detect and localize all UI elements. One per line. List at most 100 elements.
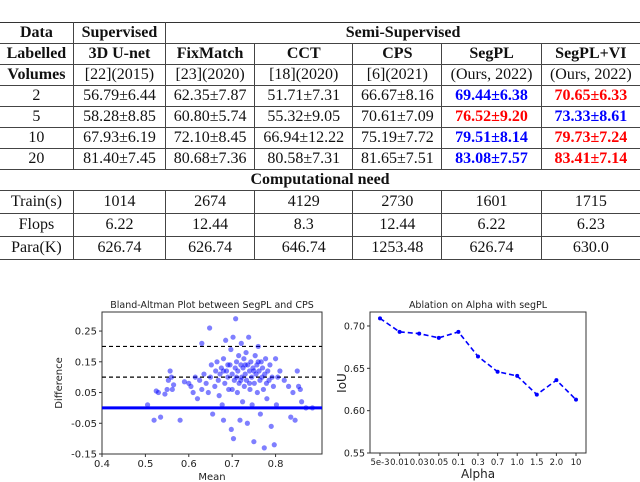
table-cell: 6.22 (72, 213, 167, 237)
data-point (281, 377, 287, 383)
data-point (271, 442, 277, 448)
series-line (379, 317, 577, 401)
x-tick-label: 1.0 (510, 458, 524, 468)
data-point (243, 349, 249, 356)
data-marker (378, 316, 382, 321)
x-tick-label: 5e-3 (370, 458, 389, 468)
table-cell: 75.19±7.72 (352, 127, 443, 149)
data-point (208, 362, 214, 368)
data-point (235, 368, 241, 374)
y-tick-label: -0.05 (71, 419, 97, 430)
data-point (256, 368, 262, 374)
x-tick-label: 0.7 (491, 458, 505, 468)
y-tick-label: 0.55 (344, 449, 365, 460)
table-cell: 62.35±7.87 (165, 85, 256, 107)
data-point (216, 393, 222, 399)
data-point (169, 386, 175, 393)
table-cell: 83.08±7.57 (441, 148, 542, 170)
data-point (164, 386, 170, 393)
x-tick-label: 10 (571, 458, 582, 468)
data-point (144, 402, 151, 408)
data-point (168, 374, 175, 380)
data-point (251, 439, 257, 445)
data-point (241, 356, 247, 362)
data-point (255, 343, 261, 350)
chart-title: Ablation on Alpha with segPL (409, 300, 548, 311)
table-cell: 80.58±7.31 (254, 148, 354, 170)
header-reference: Volumes (0, 64, 74, 86)
x-tick-label: 0.03 (410, 458, 429, 468)
data-point (220, 368, 227, 374)
x-tick-label: 0.6 (181, 459, 197, 470)
data-point (201, 371, 207, 377)
x-axis-label: Mean (198, 472, 225, 482)
x-tick-label: 2.0 (550, 458, 564, 468)
header-method: SegPL (441, 43, 542, 65)
table-row: 5 58.28±8.85 60.80±5.74 55.32±9.05 70.61±7.0… (0, 106, 640, 128)
y-tick-label: 0.60 (344, 406, 365, 417)
data-point (215, 377, 221, 383)
header-row-method: Labelled 3D U-net FixMatch CCT CPS SegPL SegPL… (0, 43, 640, 65)
y-axis-label: IoU (335, 373, 349, 393)
data-point (229, 371, 235, 377)
data-point (273, 402, 280, 408)
table-cell: 69.44±6.38 (441, 85, 542, 107)
data-point (242, 371, 248, 377)
data-point (247, 386, 253, 393)
x-tick-label: 0.05 (429, 458, 448, 468)
data-point (257, 411, 263, 417)
table-cell: 60.80±5.74 (165, 106, 256, 128)
table-cell: 1601 (441, 190, 542, 214)
data-point (260, 386, 267, 393)
data-point (233, 374, 240, 380)
data-point (238, 377, 244, 383)
header-method: 3D U-net (72, 43, 167, 65)
data-point (236, 353, 242, 359)
data-marker (397, 329, 402, 334)
header-method: CCT (254, 43, 354, 65)
table-cell: 79.73±7.24 (540, 127, 640, 149)
data-marker (476, 354, 480, 359)
data-point (255, 359, 261, 365)
data-point (230, 334, 236, 340)
data-point (222, 380, 228, 386)
data-point (259, 365, 266, 371)
section-row: Computational need (0, 169, 640, 191)
data-point (197, 377, 203, 383)
data-point (268, 423, 274, 429)
table-cell: 67.93±6.19 (72, 127, 167, 149)
data-point (254, 389, 260, 396)
x-tick-label: 0.7 (224, 459, 240, 470)
table-row: 20 81.40±7.45 80.68±7.36 80.58±7.31 81.65±7.… (0, 148, 640, 170)
data-marker (495, 369, 500, 374)
data-point (297, 386, 303, 393)
x-tick-label: 0.4 (94, 459, 110, 470)
data-point (177, 417, 183, 423)
plot-frame (101, 311, 323, 455)
data-point (223, 337, 229, 343)
data-point (244, 420, 250, 426)
y-tick-label: 0.25 (75, 327, 97, 338)
data-point (239, 399, 246, 405)
x-tick-label: 0.8 (268, 459, 284, 470)
data-point (190, 389, 196, 396)
table-cell: 1253.48 (352, 236, 443, 260)
table-cell: 626.74 (72, 236, 167, 260)
data-point (213, 368, 219, 374)
data-point (292, 417, 298, 423)
data-point (207, 325, 213, 331)
x-tick-label: 0.3 (471, 458, 485, 468)
data-point (265, 368, 271, 374)
header-method: SegPL+VI (540, 43, 640, 65)
data-point (230, 436, 237, 442)
header-semi-supervised: Semi-Supervised (165, 22, 640, 44)
data-point (167, 368, 173, 374)
data-point (228, 426, 234, 433)
data-point (220, 417, 227, 423)
data-point (299, 399, 305, 405)
data-point (275, 374, 281, 380)
table-cell: 626.74 (165, 236, 256, 260)
table-cell: 626.74 (441, 236, 542, 260)
table-cell: 2730 (352, 190, 443, 214)
